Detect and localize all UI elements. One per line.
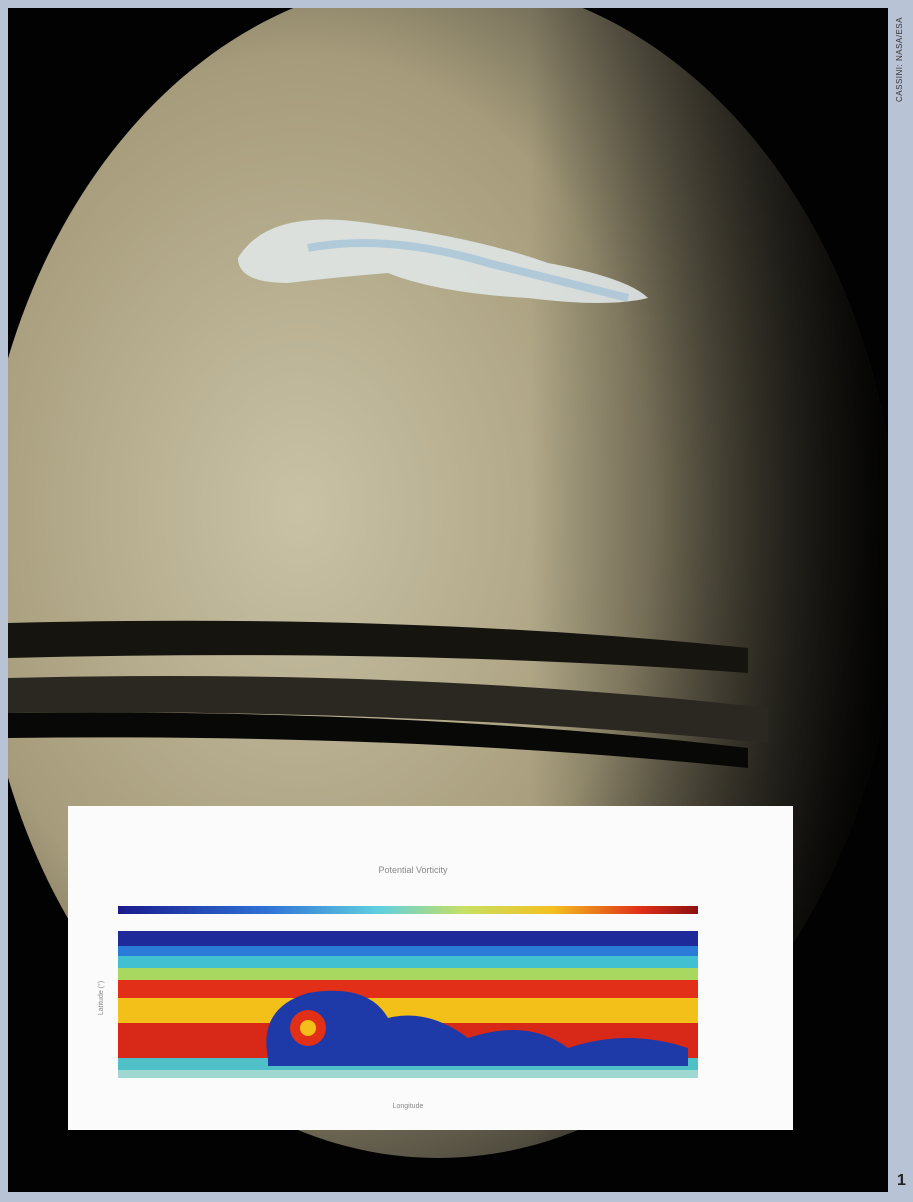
x-axis-label: Longitude (393, 1103, 424, 1110)
saturn-photo: Potential Vorticity Longitude Latitude (… (8, 8, 888, 1192)
credit-text: CASSINI: NASA/ESA (895, 17, 904, 102)
inset-plot: Potential Vorticity Longitude Latitude (… (68, 806, 793, 1130)
page-number: 1 (897, 1172, 906, 1189)
credit: CASSINI: NASA/ESA (895, 6, 907, 106)
inset-title: Potential Vorticity (378, 865, 448, 875)
y-axis-label: Latitude (°) (97, 981, 105, 1015)
